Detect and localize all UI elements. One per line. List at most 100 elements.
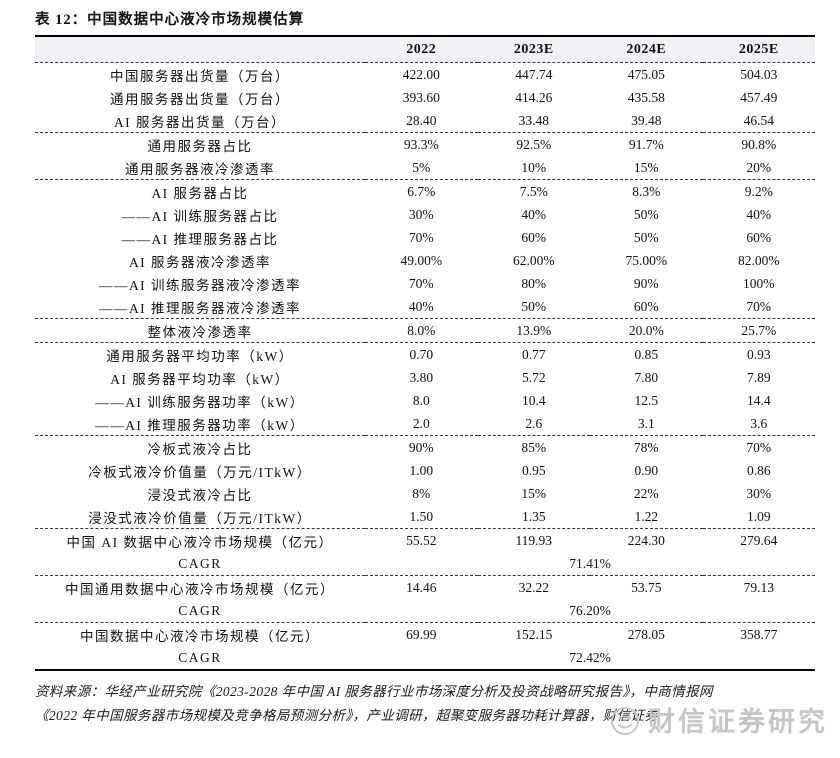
row-value: 40% [408,298,434,314]
row-value: 70% [408,229,434,245]
footnote-line-2: 《2022 年中国服务器市场规模及竞争格局预测分析》，产业调研，超聚变服务器功耗… [35,708,659,723]
row-label: ——AI 训练服务器液冷渗透率 [98,277,302,293]
row-value: 8.0% [365,318,478,343]
table-row: 冷板式液冷占比 90% 85% 78% 70% [35,435,815,459]
table-row: AI 服务器出货量（万台） 28.40 33.48 39.48 46.54 [35,109,815,133]
row-value: 10% [521,159,547,175]
row-value: 14.4 [746,392,771,408]
row-value: 457.49 [740,89,778,105]
row-value: 279.64 [702,528,815,552]
table-row: 中国数据中心液冷市场规模（亿元） 69.99 152.15 278.05 358.77 [35,622,815,646]
row-value: 7.5% [477,179,590,203]
row-value: 422.00 [402,66,440,82]
row-value: 7.80 [634,369,659,385]
row-label: 浸没式液冷价值量（万元/ITkW） [88,510,312,526]
row-span-value: 72.42% [569,649,611,665]
row-value: 50% [633,206,659,222]
row-value: 93.3% [365,132,478,156]
table-row: CAGR 71.41% [35,552,815,576]
row-value: 85% [477,435,590,459]
smiley-logo-icon [611,706,639,735]
table-row: AI 服务器液冷渗透率 49.00% 62.00% 75.00% 82.00% [35,249,815,272]
row-value: 10.4 [521,392,546,408]
table-row: ——AI 推理服务器功率（kW） 2.0 2.6 3.1 3.6 [35,412,815,436]
table-row: 通用服务器出货量（万台） 393.60 414.26 435.58 457.49 [35,86,815,109]
row-value: 414.26 [515,89,553,105]
row-value: 1.09 [746,508,771,524]
row-label: AI 服务器占比 [35,179,365,203]
row-label: 中国数据中心液冷市场规模（亿元） [35,622,365,646]
header-empty-cell [35,36,365,63]
row-label: ——AI 推理服务器液冷渗透率 [98,300,302,316]
row-value: 49.00% [400,252,443,268]
watermark-text: 财信证券研究 [648,707,828,737]
report-page: 表 12：中国数据中心液冷市场规模估算 2022 2023E 2024E 202… [35,8,815,728]
table-row: CAGR 72.42% [35,646,815,670]
table-header: 2022 2023E 2024E 2025E [35,36,815,63]
header-row: 2022 2023E 2024E 2025E [35,36,815,63]
row-value: 78% [590,435,703,459]
row-label: 中国服务器出货量（万台） [110,68,290,84]
row-value: 14.46 [365,575,478,599]
row-value: 79.13 [702,575,815,599]
row-value: 0.86 [746,462,771,478]
row-label: ——AI 推理服务器功率（kW） [95,417,305,433]
table-row: 整体液冷渗透率 8.0% 13.9% 20.0% 25.7% [35,318,815,343]
row-value: 50% [633,229,659,245]
table-row: ——AI 训练服务器占比 30% 40% 50% 40% [35,203,815,226]
row-value: 15% [633,159,659,175]
row-value: 60% [633,298,659,314]
row-value: 278.05 [590,622,703,646]
row-label: 通用服务器液冷渗透率 [125,161,275,177]
header-col-2023e: 2023E [477,36,590,63]
table-row: AI 服务器平均功率（kW） 3.80 5.72 7.80 7.89 [35,366,815,389]
table-row: 中国 AI 数据中心液冷市场规模（亿元） 55.52 119.93 224.30 279… [35,528,815,552]
row-value: 3.80 [409,369,434,385]
market-size-table: 2022 2023E 2024E 2025E 中国服务器出货量（万台） 422.0… [35,35,815,671]
row-label: 冷板式液冷价值量（万元/ITkW） [88,464,312,480]
row-value: 447.74 [515,66,553,82]
row-value: 28.40 [406,112,437,128]
row-label: CAGR [178,602,222,618]
row-value: 0.70 [365,342,478,366]
table-row: 通用服务器占比 93.3% 92.5% 91.7% 90.8% [35,132,815,156]
row-value: 1.00 [409,462,434,478]
row-label: 通用服务器占比 [35,132,365,156]
row-value: 224.30 [590,528,703,552]
row-value: 40% [746,206,772,222]
row-value: 8% [412,485,431,501]
row-value: 40% [521,206,547,222]
row-span-value: 76.20% [569,602,611,618]
row-value: 20% [746,159,772,175]
header-col-2022: 2022 [365,36,478,63]
row-label: 冷板式液冷占比 [35,435,365,459]
row-value: 92.5% [477,132,590,156]
row-value: 0.93 [702,342,815,366]
row-label: AI 服务器液冷渗透率 [128,254,272,270]
row-value: 70% [702,435,815,459]
row-value: 33.48 [518,112,549,128]
row-value: 5% [412,159,431,175]
row-label: CAGR [178,649,222,665]
row-value: 30% [746,485,772,501]
row-label: ——AI 推理服务器占比 [121,231,279,247]
row-value: 25.7% [702,318,815,343]
row-value: 119.93 [477,528,590,552]
table-row: ——AI 推理服务器占比 70% 60% 50% 60% [35,226,815,249]
row-value: 13.9% [477,318,590,343]
row-value: 53.75 [590,575,703,599]
table-row: 浸没式液冷占比 8% 15% 22% 30% [35,482,815,505]
row-value: 50% [521,298,547,314]
row-label: AI 服务器平均功率（kW） [110,371,290,387]
row-value: 100% [743,275,775,291]
row-value: 91.7% [590,132,703,156]
table-row: CAGR 76.20% [35,599,815,623]
row-value: 32.22 [477,575,590,599]
row-span-value: 71.41% [569,555,611,571]
brand-watermark: 财信证券研究 [607,700,828,739]
row-label: CAGR [178,555,222,571]
row-label: 中国通用数据中心液冷市场规模（亿元） [35,575,365,599]
row-value: 0.77 [477,342,590,366]
row-value: 46.54 [743,112,774,128]
row-value: 30% [408,206,434,222]
